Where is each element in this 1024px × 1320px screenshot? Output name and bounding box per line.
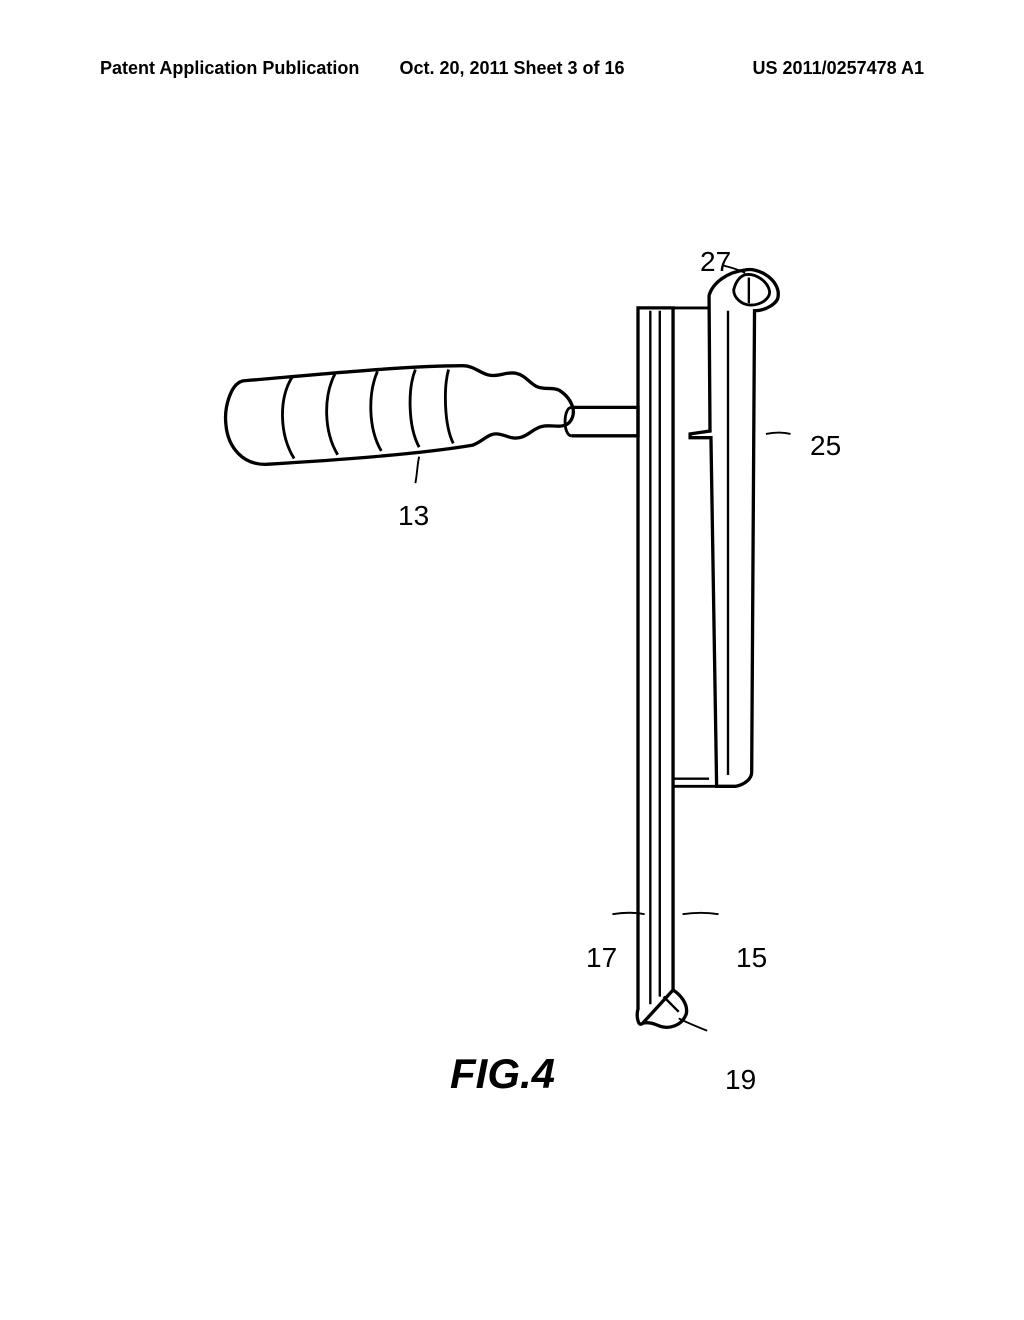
leader-25 — [766, 432, 791, 433]
header-publication-number: US 2011/0257478 A1 — [649, 58, 924, 79]
leader-15 — [683, 913, 719, 914]
handle-shaft — [572, 407, 638, 435]
ref-label-17: 17 — [586, 942, 617, 974]
ref-label-15: 15 — [736, 942, 767, 974]
sheath-outer — [690, 269, 778, 786]
ref-label-13: 13 — [398, 500, 429, 532]
grip-line-4 — [327, 374, 338, 455]
ref-label-25: 25 — [810, 430, 841, 462]
leader-19 — [679, 1018, 707, 1030]
grip-line-3 — [371, 371, 381, 451]
blade-tip-line — [664, 997, 679, 1012]
grip-line-5 — [282, 377, 294, 458]
figure-label: FIG.4 — [450, 1050, 555, 1098]
grip-line-1 — [445, 369, 453, 443]
leader-13 — [415, 457, 419, 484]
page-header: Patent Application Publication Oct. 20, … — [0, 58, 1024, 79]
figure-container: 27 25 13 17 15 19 FIG.4 — [100, 180, 924, 1080]
handle-grip — [226, 366, 574, 465]
ref-label-19: 19 — [725, 1064, 756, 1096]
header-publication-type: Patent Application Publication — [100, 58, 375, 79]
header-date-sheet: Oct. 20, 2011 Sheet 3 of 16 — [375, 58, 650, 79]
sheath-top-opening — [734, 274, 770, 305]
patent-figure-svg — [100, 180, 924, 1080]
ref-label-27: 27 — [700, 246, 731, 278]
grip-line-2 — [410, 369, 419, 447]
blade-back — [637, 308, 673, 1024]
leader-17 — [612, 913, 644, 914]
